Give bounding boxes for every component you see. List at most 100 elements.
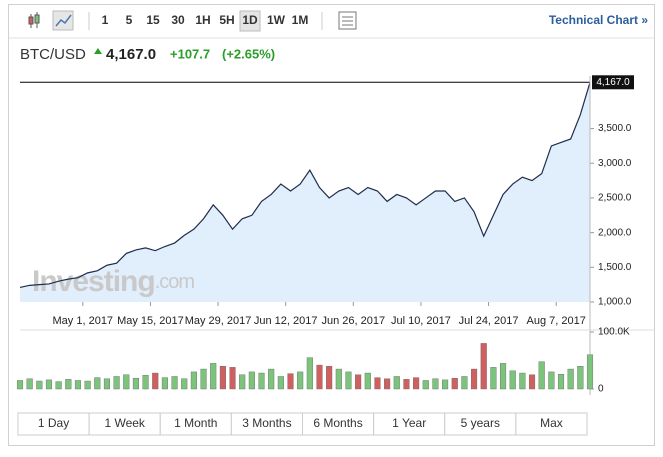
volume-bar (509, 370, 516, 390)
interval-button[interactable]: 30 (171, 13, 185, 27)
settings-icon[interactable] (338, 11, 357, 30)
volume-bar (374, 377, 381, 390)
interval-button[interactable]: 1H (195, 13, 210, 27)
y-tick-label: 2,500.0 (598, 193, 632, 204)
volume-bar (393, 376, 400, 390)
last-price-box (592, 75, 634, 90)
price-line (19, 82, 591, 289)
volume-bar (36, 380, 43, 390)
interval-button[interactable]: 1 (102, 13, 109, 27)
volume-bar (219, 366, 226, 390)
price-area (20, 82, 590, 303)
volume-bar (490, 367, 497, 390)
y-tick-label: 3,500.0 (598, 123, 632, 134)
volume-bar (171, 376, 178, 390)
interval-button[interactable]: 5 (126, 13, 133, 27)
volume-bar (113, 376, 120, 390)
volume-bar (55, 381, 62, 390)
volume-bar (181, 378, 188, 390)
volume-bar (422, 380, 429, 390)
interval-button[interactable]: 1W (267, 13, 286, 27)
last-price-label: 4,167.0 (596, 77, 630, 88)
x-tick-label: Jun 26, 2017 (321, 315, 385, 327)
volume-bar (248, 371, 255, 390)
x-tick-label: May 29, 2017 (185, 315, 252, 327)
interval-button[interactable]: 15 (146, 13, 160, 27)
area-icon[interactable] (52, 10, 74, 31)
volume-bar (548, 371, 555, 390)
volume-bar (528, 374, 536, 390)
volume-bar (519, 372, 526, 390)
volume-bar (316, 364, 323, 390)
volume-bar (26, 378, 33, 390)
interval-button[interactable]: 5H (219, 13, 234, 27)
x-tick-label: Jun 12, 2017 (254, 315, 318, 327)
volume-bar (132, 377, 139, 390)
volume-bar (297, 371, 304, 390)
volume-bar (586, 354, 594, 390)
volume-bar (538, 361, 545, 390)
volume-bar (326, 366, 333, 390)
volume-bar (268, 368, 275, 390)
volume-bar (355, 374, 362, 390)
volume-bar (557, 373, 565, 390)
volume-bar (471, 368, 478, 390)
range-button[interactable] (515, 412, 588, 436)
y-tick-label: 1,000.0 (598, 297, 632, 308)
range-label[interactable]: 1 Year (392, 416, 426, 430)
range-label[interactable]: 1 Week (104, 416, 145, 430)
volume-bar (345, 371, 352, 390)
interval-button[interactable]: 1M (292, 13, 309, 27)
volume-bar (480, 343, 487, 390)
volume-bar (161, 377, 168, 390)
watermark: Investing.com (32, 265, 194, 298)
volume-bar (229, 367, 236, 390)
volume-bar (210, 363, 217, 390)
y-tick-label: 1,500.0 (598, 262, 632, 273)
range-label[interactable]: 1 Day (38, 416, 69, 430)
volume-bar (384, 378, 391, 390)
x-tick-label: May 1, 2017 (53, 315, 114, 327)
volume-bar (239, 374, 246, 390)
volume-bar (577, 366, 584, 390)
selected-interval (239, 10, 261, 32)
range-label[interactable]: Max (540, 416, 563, 430)
volume-bar (258, 372, 265, 390)
volume-bar (567, 368, 574, 390)
range-label[interactable]: 1 Month (174, 416, 217, 430)
range-label[interactable]: 6 Months (313, 416, 362, 430)
watermark-suffix: .com (155, 271, 195, 293)
interval-button[interactable]: 1D (242, 13, 258, 27)
volume-bar (335, 368, 342, 390)
change-pct: (+2.65%) (222, 46, 275, 61)
volume-bar (432, 378, 439, 390)
volume-bar (152, 372, 159, 390)
volume-tick-label: 100.0K (598, 327, 630, 338)
volume-bar (16, 380, 24, 390)
technical-chart-link[interactable]: Technical Chart » (549, 13, 648, 27)
volume-bar (306, 357, 313, 390)
volume-bar (413, 377, 420, 390)
volume-bar (364, 372, 371, 390)
candle-icon[interactable] (28, 12, 40, 28)
volume-bar (277, 376, 284, 390)
volume-bar (123, 374, 130, 390)
volume-bar (142, 375, 149, 390)
change: +107.7 (170, 46, 210, 61)
x-tick-label: May 15, 2017 (117, 315, 184, 327)
volume-bar (403, 379, 410, 390)
volume-bar (461, 376, 468, 390)
volume-bar (200, 368, 207, 390)
volume-bar (74, 380, 82, 390)
range-label[interactable]: 5 years (461, 416, 500, 430)
symbol: BTC/USD (20, 46, 86, 63)
volume-tick-label: 0 (598, 384, 604, 395)
volume-bar (451, 377, 458, 390)
range-label[interactable]: 3 Months (242, 416, 291, 430)
volume-bar (103, 378, 110, 390)
up-arrow (94, 48, 102, 54)
volume-bar (84, 380, 91, 390)
volume-bar (45, 379, 53, 390)
volume-bar (442, 379, 449, 390)
